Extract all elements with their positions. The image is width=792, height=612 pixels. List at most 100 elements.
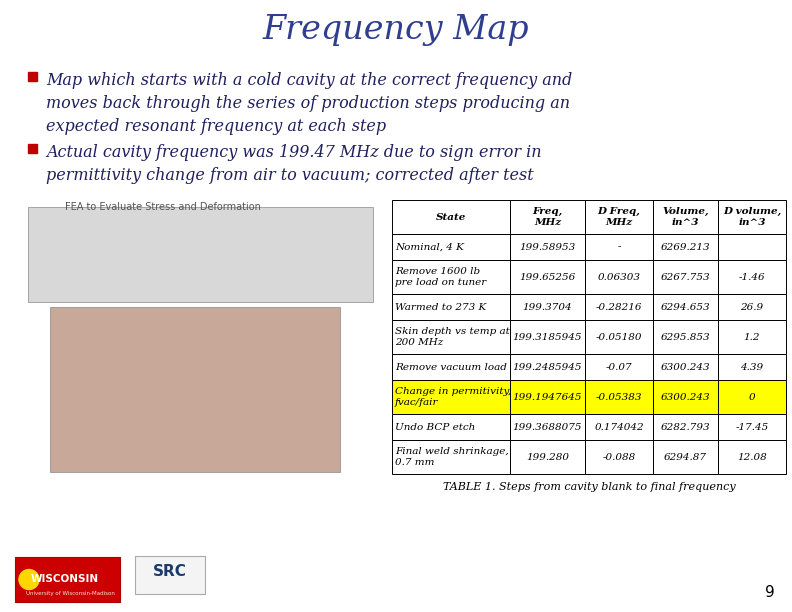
Text: Map which starts with a cold cavity at the correct frequency and
moves back thro: Map which starts with a cold cavity at t… <box>46 72 573 135</box>
Text: Change in permitivity,
fvac/fair: Change in permitivity, fvac/fair <box>395 387 512 407</box>
Bar <box>585 320 653 354</box>
Text: FEA to Evaluate Stress and Deformation: FEA to Evaluate Stress and Deformation <box>65 202 261 212</box>
Bar <box>510 294 585 320</box>
Text: 26.9: 26.9 <box>741 302 763 312</box>
Text: Actual cavity frequency was 199.47 MHz due to sign error in
permittivity change : Actual cavity frequency was 199.47 MHz d… <box>46 144 542 184</box>
Bar <box>392 200 510 234</box>
Text: 6294.87: 6294.87 <box>664 452 707 461</box>
Bar <box>653 200 718 234</box>
Text: 6282.793: 6282.793 <box>661 422 710 431</box>
Bar <box>718 380 786 414</box>
Bar <box>510 440 585 474</box>
Bar <box>585 440 653 474</box>
Circle shape <box>19 570 39 589</box>
Bar <box>653 354 718 380</box>
Bar <box>510 234 585 260</box>
Bar <box>392 440 510 474</box>
Text: 6294.653: 6294.653 <box>661 302 710 312</box>
Bar <box>718 294 786 320</box>
Text: 4.39: 4.39 <box>741 362 763 371</box>
Text: Volume,
in^3: Volume, in^3 <box>662 207 709 227</box>
Bar <box>392 354 510 380</box>
Bar <box>718 260 786 294</box>
Text: Freq,
MHz: Freq, MHz <box>532 207 562 227</box>
Bar <box>653 260 718 294</box>
Text: Frequency Map: Frequency Map <box>263 14 529 46</box>
Bar <box>585 354 653 380</box>
Bar <box>28 72 37 81</box>
Text: 0: 0 <box>748 392 756 401</box>
Bar <box>653 320 718 354</box>
Text: 6300.243: 6300.243 <box>661 362 710 371</box>
Text: 199.3185945: 199.3185945 <box>512 332 582 341</box>
Bar <box>392 380 510 414</box>
Text: 6295.853: 6295.853 <box>661 332 710 341</box>
Text: 1.2: 1.2 <box>744 332 760 341</box>
Bar <box>392 320 510 354</box>
Bar <box>392 414 510 440</box>
Text: State: State <box>436 212 466 222</box>
Bar <box>653 440 718 474</box>
Text: 12.08: 12.08 <box>737 452 767 461</box>
Text: 199.1947645: 199.1947645 <box>512 392 582 401</box>
Bar <box>653 414 718 440</box>
Bar <box>585 260 653 294</box>
Text: 6267.753: 6267.753 <box>661 272 710 282</box>
Bar <box>718 234 786 260</box>
Bar <box>653 234 718 260</box>
Text: Final weld shrinkage,
0.7 mm: Final weld shrinkage, 0.7 mm <box>395 447 508 467</box>
Text: SRC: SRC <box>153 564 187 578</box>
Bar <box>510 414 585 440</box>
Text: -0.05180: -0.05180 <box>596 332 642 341</box>
Bar <box>718 354 786 380</box>
Text: Warmed to 273 K: Warmed to 273 K <box>395 302 486 312</box>
Text: 199.280: 199.280 <box>526 452 569 461</box>
Bar <box>718 440 786 474</box>
Text: -0.28216: -0.28216 <box>596 302 642 312</box>
Bar <box>585 234 653 260</box>
Text: Remove 1600 lb
pre load on tuner: Remove 1600 lb pre load on tuner <box>395 267 486 287</box>
Text: 6269.213: 6269.213 <box>661 242 710 252</box>
Bar <box>392 234 510 260</box>
Bar <box>510 320 585 354</box>
Text: 9: 9 <box>765 585 775 600</box>
Text: 199.3704: 199.3704 <box>523 302 573 312</box>
Text: Undo BCP etch: Undo BCP etch <box>395 422 475 431</box>
Text: D Freq,
MHz: D Freq, MHz <box>597 207 641 227</box>
Bar <box>585 380 653 414</box>
Text: 199.65256: 199.65256 <box>520 272 576 282</box>
Text: Nominal, 4 K: Nominal, 4 K <box>395 242 464 252</box>
Text: -0.07: -0.07 <box>606 362 632 371</box>
Text: -0.088: -0.088 <box>603 452 636 461</box>
Text: 6300.243: 6300.243 <box>661 392 710 401</box>
Bar <box>28 144 37 153</box>
Bar <box>510 200 585 234</box>
Bar <box>653 294 718 320</box>
Text: 0.06303: 0.06303 <box>597 272 641 282</box>
Bar <box>392 294 510 320</box>
Text: TABLE 1. Steps from cavity blank to final frequency: TABLE 1. Steps from cavity blank to fina… <box>443 482 735 492</box>
Text: 0.174042: 0.174042 <box>594 422 644 431</box>
Text: WISCONSIN: WISCONSIN <box>31 575 99 584</box>
Bar <box>585 294 653 320</box>
Text: -17.45: -17.45 <box>736 422 768 431</box>
Bar <box>50 307 340 472</box>
Bar <box>510 380 585 414</box>
Text: -: - <box>617 242 621 252</box>
Text: University of Wisconsin-Madison: University of Wisconsin-Madison <box>25 591 114 596</box>
Bar <box>510 260 585 294</box>
Bar <box>653 380 718 414</box>
Bar <box>585 414 653 440</box>
Bar <box>718 414 786 440</box>
Bar <box>15 557 120 602</box>
Bar <box>135 556 205 594</box>
Bar <box>718 200 786 234</box>
Text: -0.05383: -0.05383 <box>596 392 642 401</box>
Text: 199.2485945: 199.2485945 <box>512 362 582 371</box>
Text: Remove vacuum load: Remove vacuum load <box>395 362 507 371</box>
Bar <box>392 260 510 294</box>
Text: Skin depth vs temp at
200 MHz: Skin depth vs temp at 200 MHz <box>395 327 510 347</box>
Text: 199.3688075: 199.3688075 <box>512 422 582 431</box>
Bar <box>510 354 585 380</box>
Bar <box>585 200 653 234</box>
